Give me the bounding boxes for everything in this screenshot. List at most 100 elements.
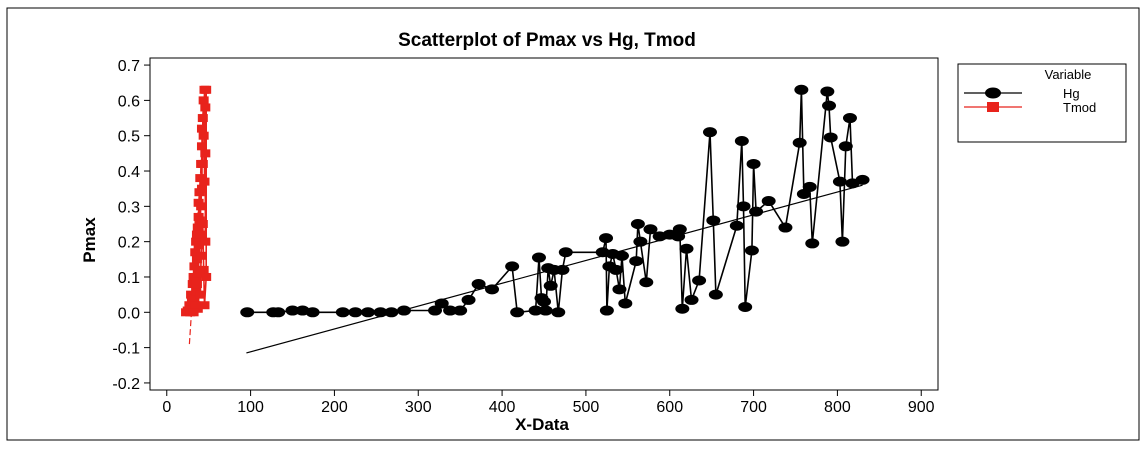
data-point-tmod — [198, 96, 209, 105]
data-point-hg — [749, 206, 764, 217]
data-point-hg — [609, 264, 624, 275]
data-point-tmod — [201, 272, 212, 281]
chart-title: Scatterplot of Pmax vs Hg, Tmod — [398, 30, 696, 51]
data-point-hg — [555, 264, 570, 275]
data-point-hg — [485, 284, 500, 295]
data-point-hg — [805, 238, 820, 249]
data-point-hg — [746, 158, 761, 169]
data-point-hg — [835, 236, 850, 247]
x-tick-label: 200 — [321, 399, 348, 416]
y-tick-label: 0.4 — [118, 164, 140, 181]
data-point-tmod — [189, 262, 200, 271]
x-tick-label: 400 — [489, 399, 516, 416]
x-axis-label: X-Data — [515, 415, 569, 434]
data-point-hg — [838, 141, 853, 152]
data-point-hg — [706, 215, 721, 226]
x-tick-label: 800 — [824, 399, 851, 416]
data-point-hg — [305, 307, 320, 318]
y-tick-label: -0.1 — [112, 341, 140, 358]
data-point-hg — [643, 224, 658, 235]
y-tick-label: 0.3 — [118, 199, 140, 216]
data-point-hg — [744, 245, 759, 256]
data-point-hg — [823, 132, 838, 143]
data-point-tmod — [190, 301, 201, 310]
data-point-hg — [397, 305, 412, 316]
data-point-hg — [348, 307, 363, 318]
data-point-hg — [285, 305, 300, 316]
legend: Variable Hg Tmod — [957, 63, 1127, 143]
data-point-tmod — [194, 265, 205, 274]
y-tick-label: 0.6 — [118, 93, 140, 110]
data-point-hg — [551, 307, 566, 318]
data-point-hg — [639, 277, 654, 288]
data-point-hg — [614, 250, 629, 261]
legend-marker-hg — [985, 87, 1001, 99]
data-point-tmod — [197, 114, 208, 123]
data-point-tmod — [199, 301, 210, 310]
data-point-tmod — [200, 149, 211, 158]
data-point-hg — [679, 243, 694, 254]
legend-marker-tmod — [987, 102, 999, 112]
data-point-tmod — [201, 85, 212, 94]
data-point-tmod — [200, 237, 211, 246]
data-point-tmod — [190, 248, 201, 257]
plot-area-frame — [149, 57, 939, 391]
data-point-tmod — [188, 308, 199, 317]
data-point-hg — [802, 181, 817, 192]
data-point-hg — [612, 284, 627, 295]
legend-box — [957, 63, 1127, 143]
data-point-hg — [672, 224, 687, 235]
x-tick-label: 900 — [908, 399, 935, 416]
legend-label-hg: Hg — [1063, 86, 1080, 101]
plot-content — [181, 84, 870, 354]
data-point-hg — [428, 305, 443, 316]
data-point-hg — [708, 289, 723, 300]
y-axis-label: Pmax — [80, 217, 99, 263]
data-point-hg — [538, 305, 553, 316]
y-tick-label: 0.2 — [118, 235, 140, 252]
data-point-tmod — [198, 131, 209, 140]
data-point-hg — [373, 307, 388, 318]
data-point-hg — [630, 219, 645, 229]
x-tick-label: 100 — [237, 399, 264, 416]
y-tick-label: 0.0 — [118, 305, 140, 322]
data-point-hg — [360, 307, 375, 318]
data-point-hg — [734, 136, 749, 146]
data-point-tmod — [195, 230, 206, 239]
data-point-tmod — [193, 241, 204, 250]
data-point-tmod — [189, 294, 200, 303]
y-axis: -0.2 -0.1 0.0 0.1 0.2 0.3 0.4 0.5 0.6 0.7 — [112, 58, 150, 393]
data-point-hg — [832, 176, 847, 187]
data-point-hg — [738, 302, 753, 312]
data-point-hg — [855, 174, 870, 185]
data-point-hg — [599, 305, 614, 316]
data-point-hg — [461, 294, 476, 305]
data-point-hg — [736, 201, 751, 212]
data-point-hg — [558, 247, 573, 258]
data-point-tmod — [192, 223, 203, 232]
series-tmod — [181, 85, 212, 345]
data-point-tmod — [196, 124, 207, 133]
data-point-tmod — [200, 103, 211, 112]
y-tick-label: 0.7 — [118, 58, 140, 75]
data-point-hg — [618, 298, 633, 309]
data-point-hg — [384, 307, 399, 318]
data-point-hg — [599, 233, 614, 244]
data-point-hg — [531, 252, 546, 263]
data-point-hg — [434, 298, 449, 309]
x-tick-label: 500 — [573, 399, 600, 416]
data-point-hg — [335, 307, 350, 318]
x-tick-label: 700 — [740, 399, 767, 416]
data-point-tmod — [196, 251, 207, 260]
data-point-hg — [629, 256, 644, 267]
data-point-hg — [761, 196, 776, 207]
data-point-hg — [240, 307, 255, 318]
y-tick-label: 0.1 — [118, 270, 140, 287]
legend-title: Variable — [1045, 67, 1092, 82]
series-hg — [240, 84, 870, 354]
y-tick-label: 0.5 — [118, 129, 140, 146]
data-point-hg — [537, 296, 551, 307]
data-point-tmod — [197, 159, 208, 168]
data-point-tmod — [199, 177, 210, 186]
